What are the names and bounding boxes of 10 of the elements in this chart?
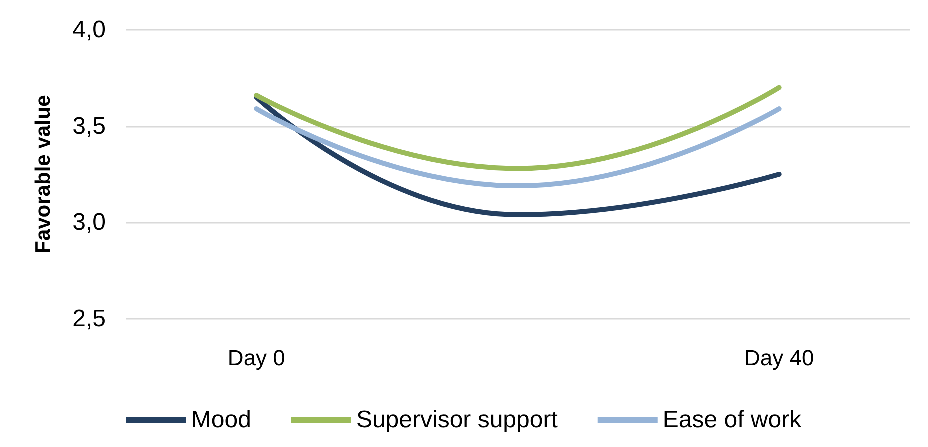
y-tick-label: 4,0 bbox=[72, 16, 106, 44]
y-tick-label: 3,5 bbox=[72, 112, 106, 140]
y-axis-title: Favorable value bbox=[32, 95, 55, 254]
x-tick-label: Day 0 bbox=[228, 346, 286, 370]
legend-label: Supervisor support bbox=[356, 406, 558, 434]
legend-label: Mood bbox=[191, 406, 252, 434]
y-tick-label: 3,0 bbox=[72, 209, 106, 236]
x-tick-label: Day 40 bbox=[744, 346, 814, 370]
y-tick-label: 2,5 bbox=[72, 306, 106, 332]
legend-label: Ease of work bbox=[662, 406, 803, 434]
